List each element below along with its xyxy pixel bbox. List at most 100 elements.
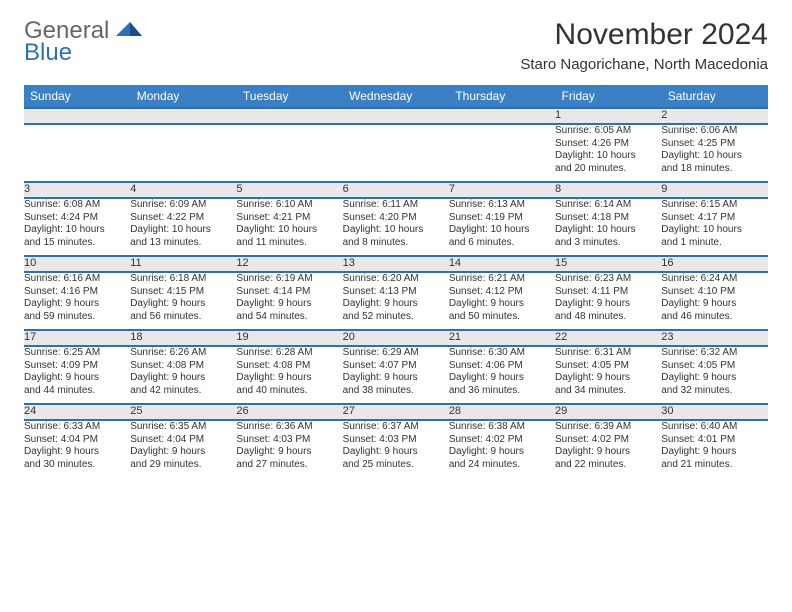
day-number: 7 bbox=[449, 182, 555, 198]
day-header: Wednesday bbox=[343, 85, 449, 108]
sunrise-text: Sunrise: 6:23 AM bbox=[555, 273, 661, 286]
sunset-text: Sunset: 4:07 PM bbox=[343, 360, 449, 373]
day2-text: and 42 minutes. bbox=[130, 385, 236, 398]
day-cell: Sunrise: 6:20 AMSunset: 4:13 PMDaylight:… bbox=[343, 272, 449, 330]
day-number: 4 bbox=[130, 182, 236, 198]
sunset-text: Sunset: 4:25 PM bbox=[661, 138, 767, 151]
day-cell: Sunrise: 6:24 AMSunset: 4:10 PMDaylight:… bbox=[661, 272, 767, 330]
day-cell: Sunrise: 6:29 AMSunset: 4:07 PMDaylight:… bbox=[343, 346, 449, 404]
day2-text: and 15 minutes. bbox=[24, 237, 130, 250]
sunrise-text: Sunrise: 6:30 AM bbox=[449, 347, 555, 360]
sunset-text: Sunset: 4:18 PM bbox=[555, 212, 661, 225]
sunset-text: Sunset: 4:09 PM bbox=[24, 360, 130, 373]
day-number: 22 bbox=[555, 330, 661, 346]
day-number-row: 10111213141516 bbox=[24, 256, 768, 272]
day1-text: Daylight: 10 hours bbox=[661, 150, 767, 163]
sunset-text: Sunset: 4:24 PM bbox=[24, 212, 130, 225]
sunrise-text: Sunrise: 6:20 AM bbox=[343, 273, 449, 286]
day-number-row: 24252627282930 bbox=[24, 404, 768, 420]
day2-text: and 1 minute. bbox=[661, 237, 767, 250]
day-number-row: 12 bbox=[24, 108, 768, 124]
sunset-text: Sunset: 4:22 PM bbox=[130, 212, 236, 225]
sunrise-text: Sunrise: 6:36 AM bbox=[236, 421, 342, 434]
day1-text: Daylight: 9 hours bbox=[449, 372, 555, 385]
day-cell: Sunrise: 6:30 AMSunset: 4:06 PMDaylight:… bbox=[449, 346, 555, 404]
day-number: 12 bbox=[236, 256, 342, 272]
sunset-text: Sunset: 4:12 PM bbox=[449, 286, 555, 299]
sunrise-text: Sunrise: 6:15 AM bbox=[661, 199, 767, 212]
sunrise-text: Sunrise: 6:25 AM bbox=[24, 347, 130, 360]
sunrise-text: Sunrise: 6:28 AM bbox=[236, 347, 342, 360]
day-number: 25 bbox=[130, 404, 236, 420]
day-cell: Sunrise: 6:13 AMSunset: 4:19 PMDaylight:… bbox=[449, 198, 555, 256]
day-cell: Sunrise: 6:21 AMSunset: 4:12 PMDaylight:… bbox=[449, 272, 555, 330]
day-cell: Sunrise: 6:15 AMSunset: 4:17 PMDaylight:… bbox=[661, 198, 767, 256]
day2-text: and 8 minutes. bbox=[343, 237, 449, 250]
day1-text: Daylight: 9 hours bbox=[130, 446, 236, 459]
sunset-text: Sunset: 4:04 PM bbox=[24, 434, 130, 447]
sunrise-text: Sunrise: 6:26 AM bbox=[130, 347, 236, 360]
page-title: November 2024 bbox=[520, 18, 768, 52]
day2-text: and 38 minutes. bbox=[343, 385, 449, 398]
day-number: 13 bbox=[343, 256, 449, 272]
day-data-row: Sunrise: 6:25 AMSunset: 4:09 PMDaylight:… bbox=[24, 346, 768, 404]
sunrise-text: Sunrise: 6:24 AM bbox=[661, 273, 767, 286]
sunrise-text: Sunrise: 6:37 AM bbox=[343, 421, 449, 434]
day-number: 24 bbox=[24, 404, 130, 420]
sunset-text: Sunset: 4:20 PM bbox=[343, 212, 449, 225]
day1-text: Daylight: 9 hours bbox=[555, 298, 661, 311]
sunset-text: Sunset: 4:15 PM bbox=[130, 286, 236, 299]
day-number: 2 bbox=[661, 108, 767, 124]
sunrise-text: Sunrise: 6:38 AM bbox=[449, 421, 555, 434]
day2-text: and 40 minutes. bbox=[236, 385, 342, 398]
day-cell: Sunrise: 6:23 AMSunset: 4:11 PMDaylight:… bbox=[555, 272, 661, 330]
day1-text: Daylight: 10 hours bbox=[130, 224, 236, 237]
logo-text: General Blue bbox=[24, 18, 142, 65]
sunrise-text: Sunrise: 6:40 AM bbox=[661, 421, 767, 434]
day-cell: Sunrise: 6:10 AMSunset: 4:21 PMDaylight:… bbox=[236, 198, 342, 256]
day-number: 5 bbox=[236, 182, 342, 198]
day-header: Monday bbox=[130, 85, 236, 108]
sunrise-text: Sunrise: 6:19 AM bbox=[236, 273, 342, 286]
day-number bbox=[449, 108, 555, 124]
day-cell: Sunrise: 6:31 AMSunset: 4:05 PMDaylight:… bbox=[555, 346, 661, 404]
day2-text: and 13 minutes. bbox=[130, 237, 236, 250]
day1-text: Daylight: 10 hours bbox=[661, 224, 767, 237]
day1-text: Daylight: 9 hours bbox=[24, 372, 130, 385]
day-cell bbox=[236, 124, 342, 182]
day1-text: Daylight: 10 hours bbox=[555, 150, 661, 163]
day1-text: Daylight: 9 hours bbox=[343, 372, 449, 385]
day-header: Tuesday bbox=[236, 85, 342, 108]
day1-text: Daylight: 9 hours bbox=[555, 446, 661, 459]
day-number bbox=[24, 108, 130, 124]
day2-text: and 3 minutes. bbox=[555, 237, 661, 250]
day-cell: Sunrise: 6:14 AMSunset: 4:18 PMDaylight:… bbox=[555, 198, 661, 256]
day1-text: Daylight: 9 hours bbox=[343, 446, 449, 459]
sunset-text: Sunset: 4:14 PM bbox=[236, 286, 342, 299]
day-number: 8 bbox=[555, 182, 661, 198]
day-cell: Sunrise: 6:16 AMSunset: 4:16 PMDaylight:… bbox=[24, 272, 130, 330]
day-header-row: Sunday Monday Tuesday Wednesday Thursday… bbox=[24, 85, 768, 108]
sunrise-text: Sunrise: 6:11 AM bbox=[343, 199, 449, 212]
day-header: Sunday bbox=[24, 85, 130, 108]
day-cell: Sunrise: 6:40 AMSunset: 4:01 PMDaylight:… bbox=[661, 420, 767, 478]
day2-text: and 48 minutes. bbox=[555, 311, 661, 324]
day2-text: and 56 minutes. bbox=[130, 311, 236, 324]
day-cell bbox=[24, 124, 130, 182]
day-cell bbox=[130, 124, 236, 182]
sunset-text: Sunset: 4:10 PM bbox=[661, 286, 767, 299]
logo: General Blue bbox=[24, 18, 142, 65]
sunrise-text: Sunrise: 6:35 AM bbox=[130, 421, 236, 434]
day-cell: Sunrise: 6:33 AMSunset: 4:04 PMDaylight:… bbox=[24, 420, 130, 478]
day-number: 14 bbox=[449, 256, 555, 272]
day1-text: Daylight: 9 hours bbox=[236, 446, 342, 459]
day-number: 18 bbox=[130, 330, 236, 346]
day-cell: Sunrise: 6:38 AMSunset: 4:02 PMDaylight:… bbox=[449, 420, 555, 478]
day-number: 11 bbox=[130, 256, 236, 272]
day1-text: Daylight: 9 hours bbox=[130, 372, 236, 385]
day2-text: and 27 minutes. bbox=[236, 459, 342, 472]
day-header: Saturday bbox=[661, 85, 767, 108]
sunset-text: Sunset: 4:03 PM bbox=[236, 434, 342, 447]
day-number: 1 bbox=[555, 108, 661, 124]
sunrise-text: Sunrise: 6:14 AM bbox=[555, 199, 661, 212]
